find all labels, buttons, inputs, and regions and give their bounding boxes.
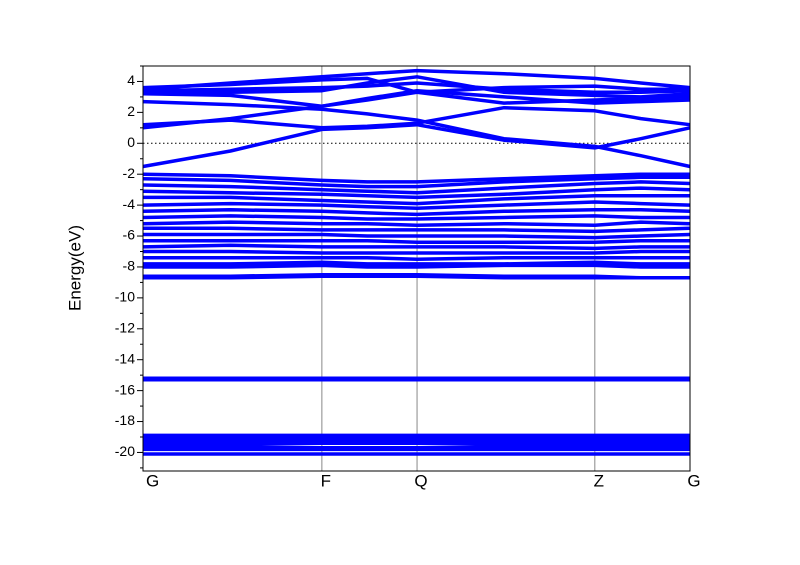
band-line — [142, 172, 690, 184]
band-line — [143, 441, 690, 447]
y-tick-label: -6 — [123, 227, 136, 243]
x-tick-label: F — [321, 471, 331, 490]
plot-frame — [142, 65, 691, 472]
x-tick-label: G — [687, 471, 700, 490]
y-tick-label: -18 — [115, 412, 135, 428]
y-tick-label: 2 — [127, 103, 135, 119]
band-line — [143, 232, 691, 240]
band-line — [142, 186, 691, 200]
band-line — [143, 260, 690, 266]
band-line — [143, 75, 691, 99]
band-line — [143, 263, 690, 269]
band-line — [143, 274, 690, 280]
band-line — [142, 220, 691, 227]
band-line — [142, 76, 690, 95]
band-line — [142, 200, 691, 210]
y-tick-label: -20 — [115, 443, 135, 459]
y-tick-label: -4 — [123, 196, 136, 212]
y-tick-label: -14 — [115, 350, 135, 366]
y-tick-label: -10 — [115, 289, 135, 305]
band-line — [142, 105, 691, 130]
x-tick-label: Q — [414, 471, 427, 490]
band-line — [142, 99, 691, 169]
band-line — [142, 214, 690, 221]
band-line — [143, 249, 690, 255]
band-line — [143, 255, 690, 261]
y-tick-label: -16 — [115, 381, 135, 397]
band-line — [143, 194, 690, 206]
band-line — [143, 238, 690, 244]
band-line — [142, 68, 691, 91]
band-line — [142, 208, 691, 217]
band-line — [142, 175, 690, 189]
band-line — [142, 180, 691, 195]
y-tick-label: -12 — [115, 319, 135, 335]
y-tick-label: 4 — [127, 72, 135, 88]
x-tick-label: G — [146, 471, 159, 490]
y-tick-label: -2 — [123, 165, 136, 181]
band-line — [142, 243, 690, 251]
y-tick-label: 0 — [127, 134, 135, 150]
x-tick-label: Z — [594, 471, 604, 490]
band-line — [142, 81, 691, 95]
y-axis-label: Energy(eV) — [65, 225, 84, 311]
y-tick-label: -8 — [123, 258, 136, 274]
band-line — [143, 226, 691, 234]
